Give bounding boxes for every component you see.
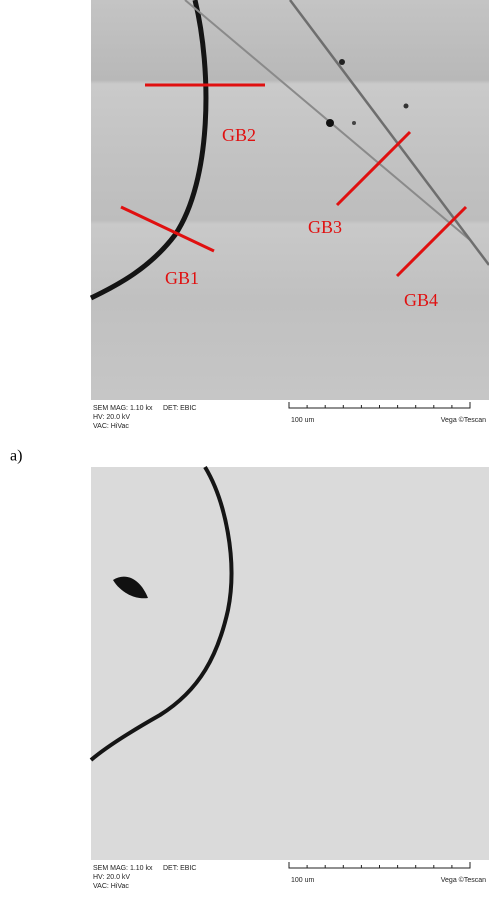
info-text: VAC: HiVac <box>93 883 129 890</box>
sem-image-a: GB1 GB2 GB3 GB4 <box>91 0 489 400</box>
annotation: GB1 <box>165 268 199 288</box>
info-text: Vega ©Tescan <box>441 416 486 424</box>
defect <box>352 121 356 125</box>
image-background <box>91 0 489 400</box>
info-text: Vega ©Tescan <box>441 876 486 884</box>
annotation: GB3 <box>308 217 342 237</box>
info-text: SEM MAG: 1.10 kx <box>93 405 153 412</box>
panel-label: a) <box>10 448 22 465</box>
annotation: GB4 <box>404 290 438 310</box>
info-bar: SEM MAG: 1.10 kx DET: EBIC HV: 20.0 kV V… <box>93 402 486 430</box>
sem-image-b <box>91 467 489 860</box>
info-text: 100 um <box>291 877 315 884</box>
info-bar: SEM MAG: 1.10 kx DET: EBIC HV: 20.0 kV V… <box>93 862 486 890</box>
defect <box>326 119 334 127</box>
info-text: VAC: HiVac <box>93 423 129 430</box>
info-text: HV: 20.0 kV <box>93 414 130 421</box>
defect <box>404 104 409 109</box>
info-text: HV: 20.0 kV <box>93 874 130 881</box>
info-text: DET: EBIC <box>163 405 196 412</box>
defect <box>339 59 345 65</box>
annotation: GB2 <box>222 125 256 145</box>
image-background <box>91 467 489 860</box>
info-text: 100 um <box>291 417 315 424</box>
figure: GB1 GB2 GB3 GB4 SEM MAG: 1.10 kx DET: EB… <box>0 0 489 901</box>
info-text: SEM MAG: 1.10 kx <box>93 865 153 872</box>
info-text: DET: EBIC <box>163 865 196 872</box>
